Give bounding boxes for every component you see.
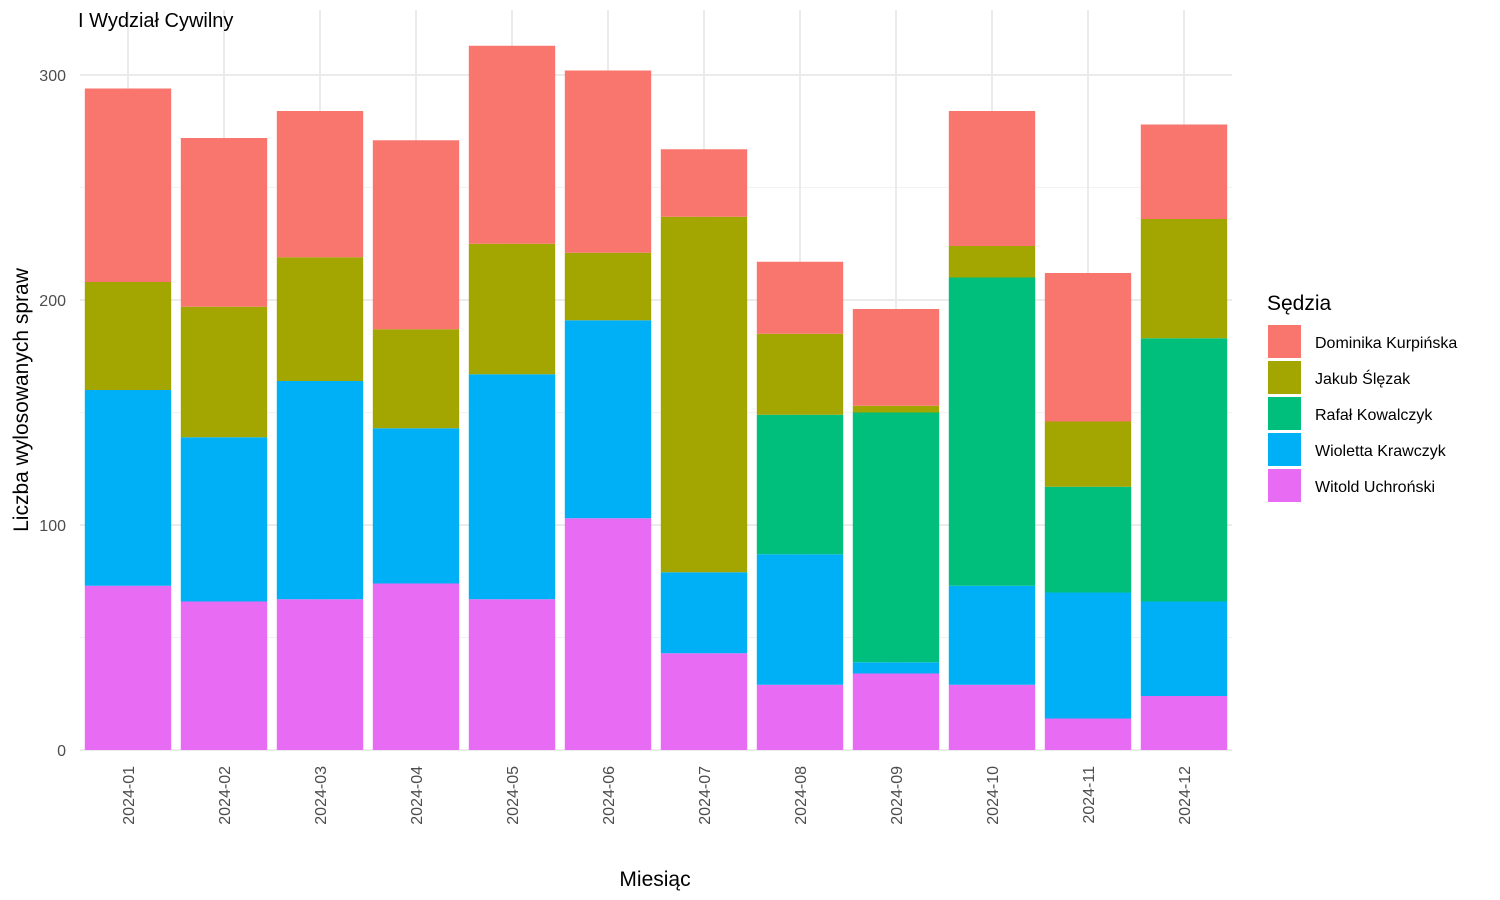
bar-segment	[276, 599, 364, 750]
legend-swatch	[1268, 361, 1301, 394]
bar-segment	[852, 309, 940, 406]
y-tick-label: 300	[39, 68, 66, 85]
bar-segment	[276, 381, 364, 600]
bar-segment	[372, 428, 460, 584]
bar-segment	[180, 138, 268, 307]
bar-segment	[1044, 273, 1132, 422]
bar-segment	[564, 252, 652, 321]
x-tick-label: 2024-11	[1081, 766, 1098, 824]
bar-segment	[1140, 601, 1228, 696]
x-tick-label: 2024-07	[697, 766, 714, 825]
y-axis-ticks: 0 100 200 300	[39, 68, 66, 760]
x-tick-label: 2024-05	[505, 766, 522, 825]
bar-segment	[180, 437, 268, 602]
legend-swatch	[1268, 397, 1301, 430]
bar-segment	[276, 257, 364, 381]
bars	[84, 45, 1228, 750]
bar-segment	[660, 572, 748, 654]
bar-segment	[660, 653, 748, 750]
bar-segment	[852, 673, 940, 750]
legend-swatch	[1268, 325, 1301, 358]
bar-segment	[372, 329, 460, 429]
y-axis-title: Liczba wylosowanych spraw	[10, 267, 33, 532]
bar-segment	[948, 246, 1036, 278]
legend-label: Wioletta Krawczyk	[1315, 443, 1447, 460]
bar-segment	[468, 374, 556, 600]
bar-segment	[1044, 592, 1132, 719]
bar-segment	[468, 243, 556, 375]
y-tick-label: 100	[39, 518, 66, 535]
bar-segment	[948, 111, 1036, 246]
bar-segment	[660, 149, 748, 217]
bar-segment	[756, 554, 844, 685]
bar-segment	[948, 684, 1036, 750]
bar-segment	[948, 277, 1036, 586]
bar-segment	[468, 45, 556, 244]
bar-segment	[84, 88, 172, 282]
bar-segment	[756, 333, 844, 415]
bar-segment	[1044, 486, 1132, 593]
bar-segment	[1140, 338, 1228, 602]
bar-segment	[756, 261, 844, 334]
legend-label: Rafał Kowalczyk	[1315, 407, 1433, 424]
bar-segment	[84, 585, 172, 750]
y-tick-label: 200	[39, 293, 66, 310]
x-tick-label: 2024-01	[121, 766, 138, 825]
x-tick-label: 2024-12	[1177, 766, 1194, 825]
x-tick-label: 2024-10	[985, 766, 1002, 825]
panel-title: I Wydział Cywilny	[78, 10, 233, 32]
x-tick-label: 2024-04	[409, 766, 426, 825]
x-tick-label: 2024-09	[889, 766, 906, 825]
bar-segment	[468, 599, 556, 750]
bar-segment	[276, 111, 364, 258]
x-tick-label: 2024-06	[601, 766, 618, 825]
x-tick-label: 2024-08	[793, 766, 810, 825]
bar-segment	[948, 585, 1036, 685]
legend-label: Dominika Kurpińska	[1315, 335, 1457, 352]
bar-segment	[1044, 718, 1132, 750]
bar-segment	[1044, 421, 1132, 487]
legend-label: Jakub Ślęzak	[1315, 369, 1411, 388]
bar-segment	[372, 140, 460, 330]
legend-swatch	[1268, 469, 1301, 502]
bar-segment	[564, 320, 652, 519]
x-tick-label: 2024-03	[313, 766, 330, 825]
legend-items: Dominika Kurpińska Jakub Ślęzak Rafał Kowa…	[1268, 325, 1457, 502]
bar-segment	[660, 216, 748, 573]
bar-segment	[84, 390, 172, 586]
bar-segment	[564, 518, 652, 750]
x-axis-title: Miesiąc	[619, 868, 690, 891]
legend-swatch	[1268, 433, 1301, 466]
bar-segment	[852, 662, 940, 674]
bar-segment	[1140, 124, 1228, 219]
bar-segment	[372, 583, 460, 750]
x-tick-label: 2024-02	[217, 766, 234, 825]
y-tick-label: 0	[57, 743, 66, 760]
bar-segment	[180, 601, 268, 750]
bar-segment	[1140, 696, 1228, 750]
bar-segment	[756, 684, 844, 750]
x-axis-ticks: 2024-01 2024-02 2024-03 2024-04 2024-05 2024-…	[121, 766, 1194, 825]
legend: Sędzia Dominika Kurpińska Jakub Ślęzak Raf…	[1267, 292, 1457, 502]
bar-segment	[84, 282, 172, 390]
bar-segment	[564, 70, 652, 253]
legend-title: Sędzia	[1267, 292, 1332, 315]
bar-segment	[180, 306, 268, 438]
bar-segment	[1140, 219, 1228, 339]
bar-segment	[852, 405, 940, 413]
bar-segment	[852, 412, 940, 663]
legend-label: Witold Uchroński	[1315, 479, 1435, 496]
bar-segment	[756, 414, 844, 555]
